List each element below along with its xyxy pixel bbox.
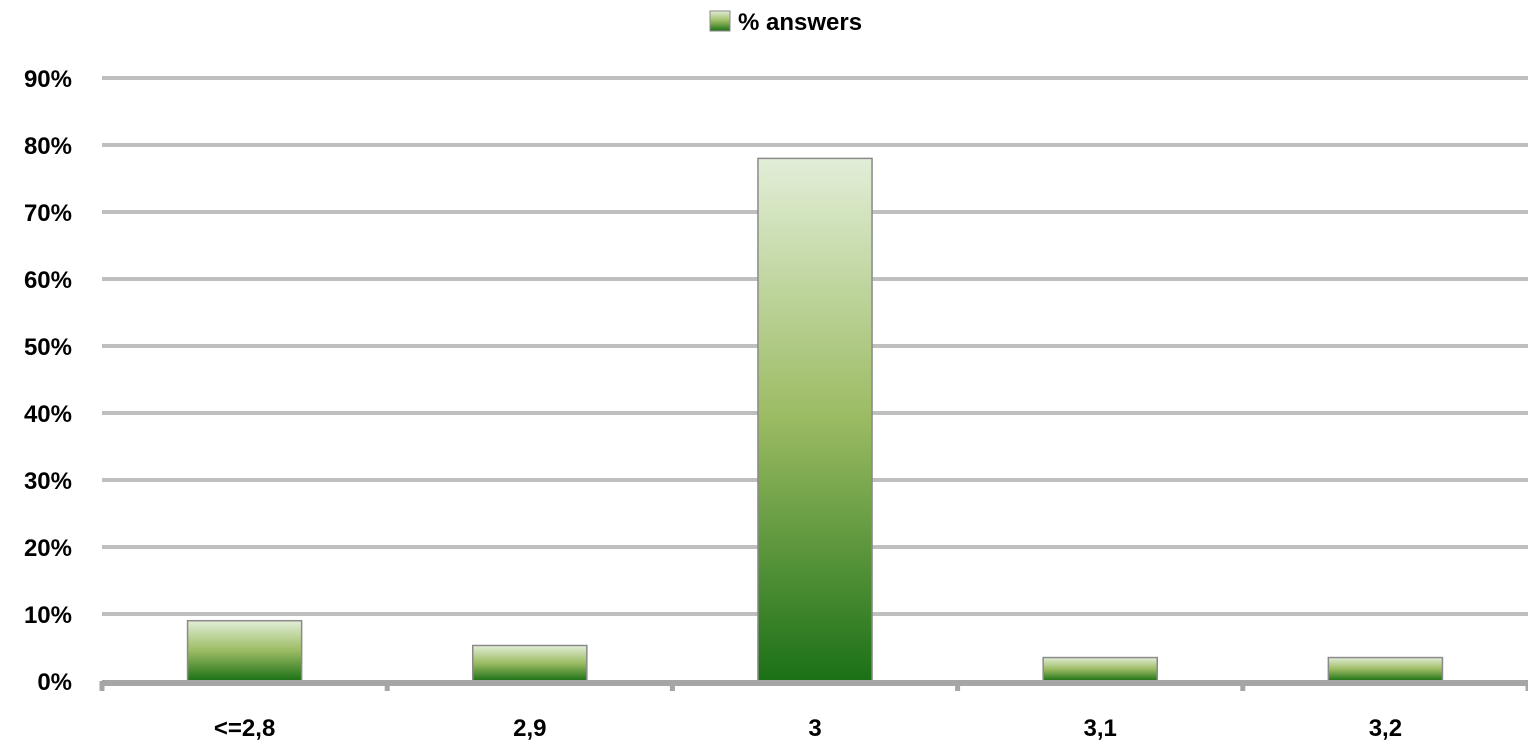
y-tick-label: 40% [24, 401, 72, 428]
y-tick-label: 10% [24, 602, 72, 629]
y-tick-label: 70% [24, 200, 72, 227]
y-tick-label: 20% [24, 535, 72, 562]
legend-swatch [709, 10, 731, 32]
y-tick-label: 0% [37, 669, 72, 696]
bar [472, 644, 588, 682]
x-tick-label: 3 [808, 715, 821, 742]
y-tick-label: 50% [24, 334, 72, 361]
x-tick-label: 3,1 [1084, 715, 1117, 742]
y-axis-tick-labels: 0% 10% 20% 30% 40% 50% 60% 70% 80% 90% [24, 66, 72, 696]
legend: % answers [709, 9, 862, 36]
y-tick-label: 90% [24, 66, 72, 93]
x-tick-label: <=2,8 [214, 715, 275, 742]
bars [186, 157, 1444, 682]
bar [1042, 656, 1158, 682]
y-tick-label: 80% [24, 133, 72, 160]
bar [1327, 656, 1444, 682]
x-axis [99, 680, 1528, 691]
legend-label: % answers [738, 9, 862, 36]
x-axis-tick-labels: <=2,8 2,9 3 3,1 3,2 [214, 715, 1402, 742]
y-tick-label: 30% [24, 468, 72, 495]
bar [186, 619, 303, 682]
x-tick-label: 2,9 [513, 715, 546, 742]
bar [757, 157, 873, 682]
x-tick-label: 3,2 [1369, 715, 1402, 742]
y-tick-label: 60% [24, 267, 72, 294]
